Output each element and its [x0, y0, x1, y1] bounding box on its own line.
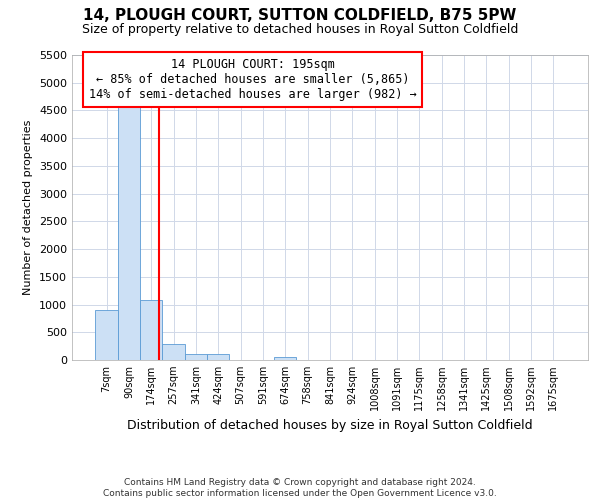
Bar [163, 344, 185, 360]
X-axis label: Distribution of detached houses by size in Royal Sutton Coldfield: Distribution of detached houses by size … [127, 418, 533, 432]
Bar [118, 106, 140, 360]
Text: Size of property relative to detached houses in Royal Sutton Coldfield: Size of property relative to detached ho… [82, 22, 518, 36]
Text: Contains HM Land Registry data © Crown copyright and database right 2024.
Contai: Contains HM Land Registry data © Crown c… [103, 478, 497, 498]
Text: 14, PLOUGH COURT, SUTTON COLDFIELD, B75 5PW: 14, PLOUGH COURT, SUTTON COLDFIELD, B75 … [83, 8, 517, 22]
Y-axis label: Number of detached properties: Number of detached properties [23, 120, 34, 295]
Bar [140, 300, 163, 360]
Bar [207, 354, 229, 360]
Bar [185, 354, 207, 360]
Bar [274, 356, 296, 360]
Bar [95, 310, 118, 360]
Text: 14 PLOUGH COURT: 195sqm
← 85% of detached houses are smaller (5,865)
14% of semi: 14 PLOUGH COURT: 195sqm ← 85% of detache… [89, 58, 416, 101]
